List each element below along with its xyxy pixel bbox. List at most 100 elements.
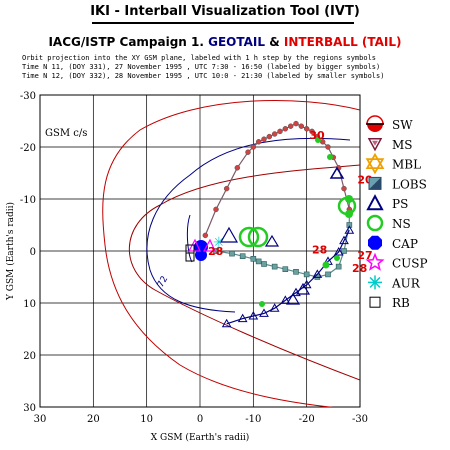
legend-item: AUR (368, 275, 421, 290)
ms-point (282, 126, 289, 132)
ps-point (344, 225, 355, 234)
lobs-point (325, 271, 331, 278)
lobs-point (303, 271, 310, 278)
ms-point (309, 128, 315, 135)
ms-point (287, 123, 294, 129)
x-tick-label: 10 (140, 414, 153, 425)
model-boundaries (102, 100, 360, 407)
sw-icon (366, 115, 384, 132)
model-orbit-curve (146, 137, 351, 313)
cap-marker (195, 249, 207, 261)
time-label: 28 (312, 244, 327, 257)
legend-label: AUR (391, 276, 421, 290)
legend-label: CAP (392, 237, 418, 251)
lobs-point (239, 253, 246, 259)
subtitle-line-2: Time N 11, (DOY 331), 27 November 1995 ,… (22, 63, 381, 71)
subtitle-line-3: Time N 12, (DOY 332), 28 November 1995 ,… (22, 72, 385, 80)
model-orbit-inner (186, 214, 193, 263)
legend-item: LOBS (368, 176, 427, 191)
ms-point (261, 136, 267, 142)
ms-point (245, 149, 251, 155)
legend-label: MS (392, 138, 413, 152)
ns-marker (322, 261, 330, 269)
ns-marker (334, 255, 340, 261)
ps-marker (285, 292, 301, 305)
x-tick-label: 0 (197, 414, 203, 425)
time-label: 27 (357, 249, 372, 262)
orbit-label: 72 (156, 275, 170, 290)
ms-point (234, 165, 241, 171)
x-axis-label: X GSM (Earth's radii) (151, 432, 250, 443)
y-tick-label: 30 (23, 403, 36, 414)
x-tick-label: -30 (352, 414, 368, 425)
ms-point (202, 232, 209, 239)
lobs-point (250, 255, 257, 262)
mbl-icon (365, 152, 385, 175)
ps-point (237, 313, 248, 323)
time-label: 28 (352, 262, 367, 275)
lobs-point (282, 266, 289, 273)
ns-marker (315, 137, 321, 143)
rb-marker (185, 252, 195, 262)
legend-label: LOBS (392, 177, 427, 191)
legend-item: MS (367, 138, 413, 152)
series-layer (202, 120, 355, 328)
ms-point (271, 131, 278, 137)
legend-item: NS (366, 214, 411, 232)
legend-label: MBL (392, 158, 421, 172)
lobs-point (271, 263, 278, 270)
lobs-point (261, 261, 267, 267)
ns-icon (366, 214, 384, 232)
y-tick-label: 10 (23, 299, 36, 310)
y-tick-label: 20 (23, 351, 36, 362)
lobs-point (346, 222, 353, 228)
legend-item: CUSP (365, 252, 428, 271)
ms-point (293, 120, 299, 127)
rb-icon (369, 296, 381, 308)
ms-point (303, 126, 310, 132)
ms-icon (367, 138, 383, 152)
geotail-label: GEOTAIL (208, 35, 266, 49)
y-tick-label: -10 (20, 195, 36, 206)
y-tick-label: -20 (20, 143, 36, 154)
orbit-series-line (215, 199, 350, 278)
time-label: 30 (309, 129, 325, 142)
lobs-icon (368, 176, 382, 190)
ps-point (333, 247, 344, 256)
ns-marker (345, 210, 353, 218)
axis-ticks: 30 20 10 0 -10 -20 -30 -30 -20 -10 0 10 20 30 (20, 91, 368, 425)
lobs-point (335, 263, 342, 270)
ns-marker (345, 195, 353, 203)
frame-label: GSM c/s (45, 128, 87, 139)
ms-point (255, 139, 262, 145)
ms-point (266, 133, 273, 140)
ns-marker (247, 226, 269, 248)
legend-item: PS (366, 194, 408, 211)
orbit-series-line (226, 229, 350, 325)
ms-point (213, 206, 219, 213)
interball-label: INTERBALL (TAIL) (283, 35, 402, 49)
subtitle-line-1: Orbit projection into the XY GSM plane, … (22, 54, 377, 62)
plot-frame (39, 94, 361, 408)
aur-marker: ✳ (213, 235, 225, 251)
app-title: IKI - Interball Visualization Tool (IVT) (90, 4, 360, 19)
ms-point (325, 144, 331, 150)
time-label: 28 (208, 245, 223, 258)
ps-point (339, 235, 349, 245)
campaign-title: IACG/ISTP Campaign 1. GEOTAIL & INTERBAL… (0, 35, 450, 49)
legend: SW MS MBL LOBS PS NS CAP CUSP AUR RB (365, 115, 428, 310)
legend-item: MBL (365, 152, 421, 175)
ms-point (341, 185, 347, 192)
legend-label: NS (392, 217, 411, 231)
ps-point (248, 310, 259, 320)
y-tick-label: 0 (30, 247, 36, 258)
legend-label: PS (392, 197, 408, 211)
campaign-amp: & (269, 35, 280, 49)
ms-point (298, 123, 305, 129)
campaign-name: IACG/ISTP Campaign 1. (48, 35, 204, 49)
legend-label: SW (392, 118, 413, 132)
ps-marker (329, 166, 345, 179)
lobs-point (229, 250, 235, 257)
legend-label: RB (392, 296, 410, 310)
